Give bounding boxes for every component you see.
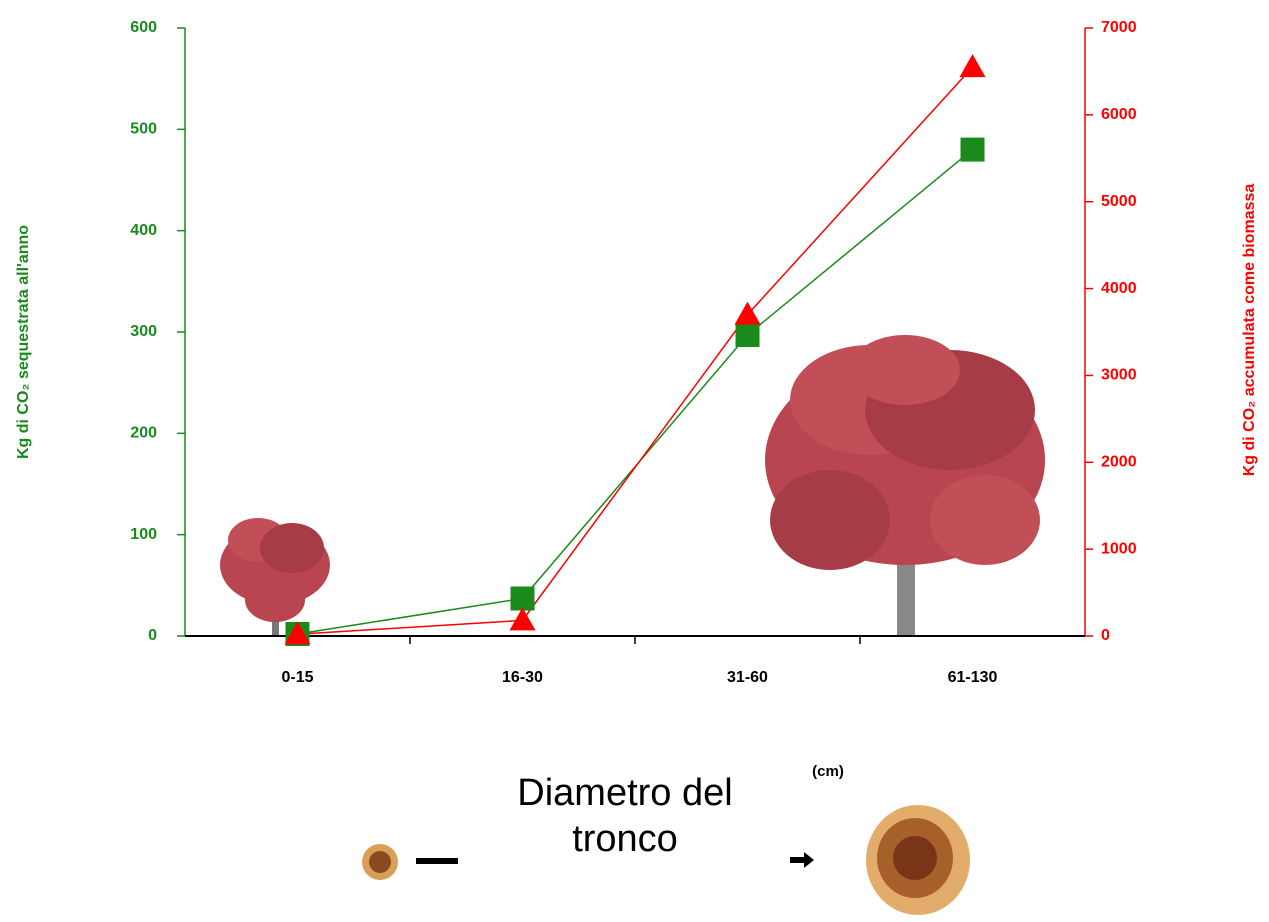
x-tick-label: 61-130 (948, 669, 998, 686)
y-axis-label: Kg di CO₂ sequestrata all'anno (15, 225, 32, 459)
y-tick-label: 200 (130, 425, 157, 442)
triangle-marker (510, 607, 536, 630)
x-axis-label: Diametro del tronco (460, 770, 790, 862)
x-tick-label: 16-30 (502, 669, 543, 686)
x-unit: (cm) (812, 763, 844, 780)
y2-tick-label: 4000 (1101, 280, 1137, 297)
page: Kg di CO₂ sequestrata all'anno Kg di CO₂… (0, 0, 1269, 922)
triangle-marker (960, 54, 986, 77)
small-tree (220, 518, 330, 636)
y2-tick-label: 5000 (1101, 193, 1137, 210)
large-tree (765, 335, 1045, 636)
y2-axis-label: Kg di CO₂ accumulata come biomassa (1241, 184, 1258, 477)
y2-tick-label: 1000 (1101, 540, 1137, 557)
square-marker (961, 138, 985, 162)
y-tick-label: 300 (130, 323, 157, 340)
y2-tick-label: 3000 (1101, 367, 1137, 384)
y-tick-label: 100 (130, 526, 157, 543)
y2-tick-label: 7000 (1101, 19, 1137, 36)
y2-tick-label: 2000 (1101, 454, 1137, 471)
y-tick-label: 500 (130, 121, 157, 138)
x-tick-label: 31-60 (727, 669, 768, 686)
y2-tick-label: 6000 (1101, 106, 1137, 123)
y-tick-label: 400 (130, 222, 157, 239)
y-tick-label: 0 (148, 627, 157, 644)
y2-tick-label: 0 (1101, 627, 1110, 644)
square-marker (511, 587, 535, 611)
y-tick-label: 600 (130, 19, 157, 36)
square-marker (736, 323, 760, 347)
x-tick-label: 0-15 (281, 669, 313, 686)
